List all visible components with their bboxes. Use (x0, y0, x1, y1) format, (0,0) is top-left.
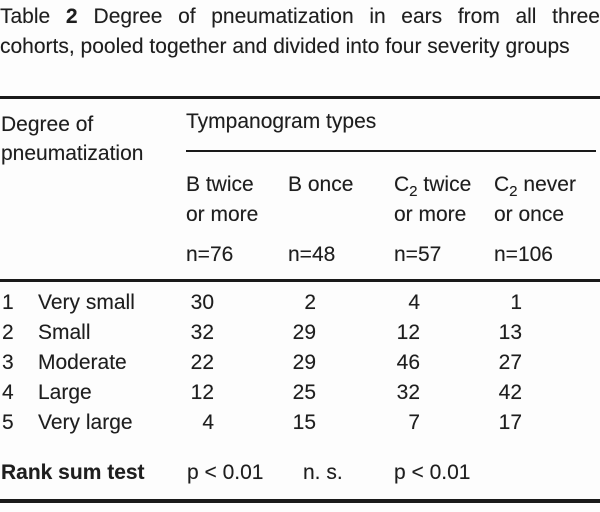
table-row-small: 2 Small 32 29 12 13 (0, 318, 600, 348)
cell-value: 42 (498, 381, 522, 404)
cell-value: 7 (408, 411, 420, 434)
row-index: 4 (2, 381, 14, 404)
column-header-subscript: 2 (509, 183, 518, 201)
rank-sum-test-label: Rank sum test (1, 461, 145, 484)
row-label: Very small (38, 291, 135, 314)
table-row-moderate: 3 Moderate 22 29 46 27 (0, 348, 600, 378)
column-header-rest: twice (417, 173, 472, 196)
header-body-rule (0, 279, 600, 282)
cell-value: 4 (408, 291, 420, 314)
column-header-n-count: n=106 (494, 243, 553, 266)
bottom-rule (0, 499, 600, 503)
column-header-line1: B twice (186, 170, 286, 200)
p-value: p < 0.01 (394, 461, 471, 484)
caption-label: Table (0, 5, 51, 28)
rank-sum-test-row: Rank sum test p < 0.01 n. s. p < 0.01 (0, 458, 600, 488)
column-header-n-count: n=76 (186, 243, 234, 266)
p-value: n. s. (303, 461, 343, 484)
cell-value: 30 (190, 291, 214, 314)
caption-text: Degree of pneumatization in ears from al… (0, 5, 600, 58)
column-header-line2: or more (186, 203, 259, 226)
table-caption: Table 2 Degree of pneumatization in ears … (0, 2, 600, 62)
column-header-line2 (288, 200, 388, 230)
row-index: 1 (2, 291, 14, 314)
table-row-large: 4 Large 12 25 32 42 (0, 378, 600, 408)
column-header-line1: B once (288, 170, 388, 200)
cell-value: 17 (498, 411, 522, 434)
cell-value: 13 (498, 321, 522, 344)
column-header-c2-twice: C2 twice or more n=57 (394, 170, 494, 270)
column-header-line2: or once (494, 203, 565, 226)
row-header-label: Degree of pneumatization (1, 113, 144, 165)
cell-value: 32 (396, 381, 420, 404)
column-header-line2: or more (394, 203, 467, 226)
group-header-rule (186, 150, 596, 152)
column-header-symbol: B (186, 173, 201, 196)
row-index: 2 (2, 321, 14, 344)
row-index: 5 (2, 411, 14, 434)
table-row-very-large: 5 Very large 4 15 7 17 (0, 408, 600, 438)
column-header-b-once: B once n=48 (288, 170, 388, 270)
column-header-n-count: n=48 (288, 243, 336, 266)
column-header-subscript: 2 (409, 183, 418, 201)
column-header-symbol: C (494, 173, 510, 196)
p-value: p < 0.01 (187, 461, 264, 484)
cell-value: 2 (304, 291, 316, 314)
cell-value: 1 (510, 291, 522, 314)
cell-value: 32 (190, 321, 214, 344)
column-header-rest: never (517, 173, 576, 196)
cell-value: 46 (396, 351, 420, 374)
column-header-b-twice: B twice or more n=76 (186, 170, 286, 270)
cell-value: 22 (190, 351, 214, 374)
row-label: Large (38, 381, 92, 404)
row-label: Small (38, 321, 91, 344)
column-header-c2-never: C2 never or once n=106 (494, 170, 594, 270)
row-index: 3 (2, 351, 14, 374)
column-header-line1: C2 twice (394, 170, 494, 200)
row-label: Very large (38, 411, 133, 434)
cell-value: 15 (292, 411, 316, 434)
cell-value: 29 (292, 351, 316, 374)
cell-value: 29 (292, 321, 316, 344)
group-header-tympanogram-types: Tympanogram types (186, 110, 377, 133)
column-header-symbol: B (288, 173, 303, 196)
column-header-line1: C2 never (494, 170, 594, 200)
row-label: Moderate (38, 351, 127, 374)
cell-value: 27 (498, 351, 522, 374)
top-rule (0, 96, 600, 99)
column-header-rest: once (302, 173, 354, 196)
table-row-very-small: 1 Very small 30 2 4 1 (0, 288, 600, 318)
caption-number: 2 (65, 5, 78, 28)
cell-value: 12 (396, 321, 420, 344)
column-header-n-count: n=57 (394, 243, 442, 266)
cell-value: 12 (190, 381, 214, 404)
column-header-symbol: C (394, 173, 410, 196)
cell-value: 4 (202, 411, 214, 434)
column-header-rest: twice (200, 173, 254, 196)
cell-value: 25 (292, 381, 316, 404)
